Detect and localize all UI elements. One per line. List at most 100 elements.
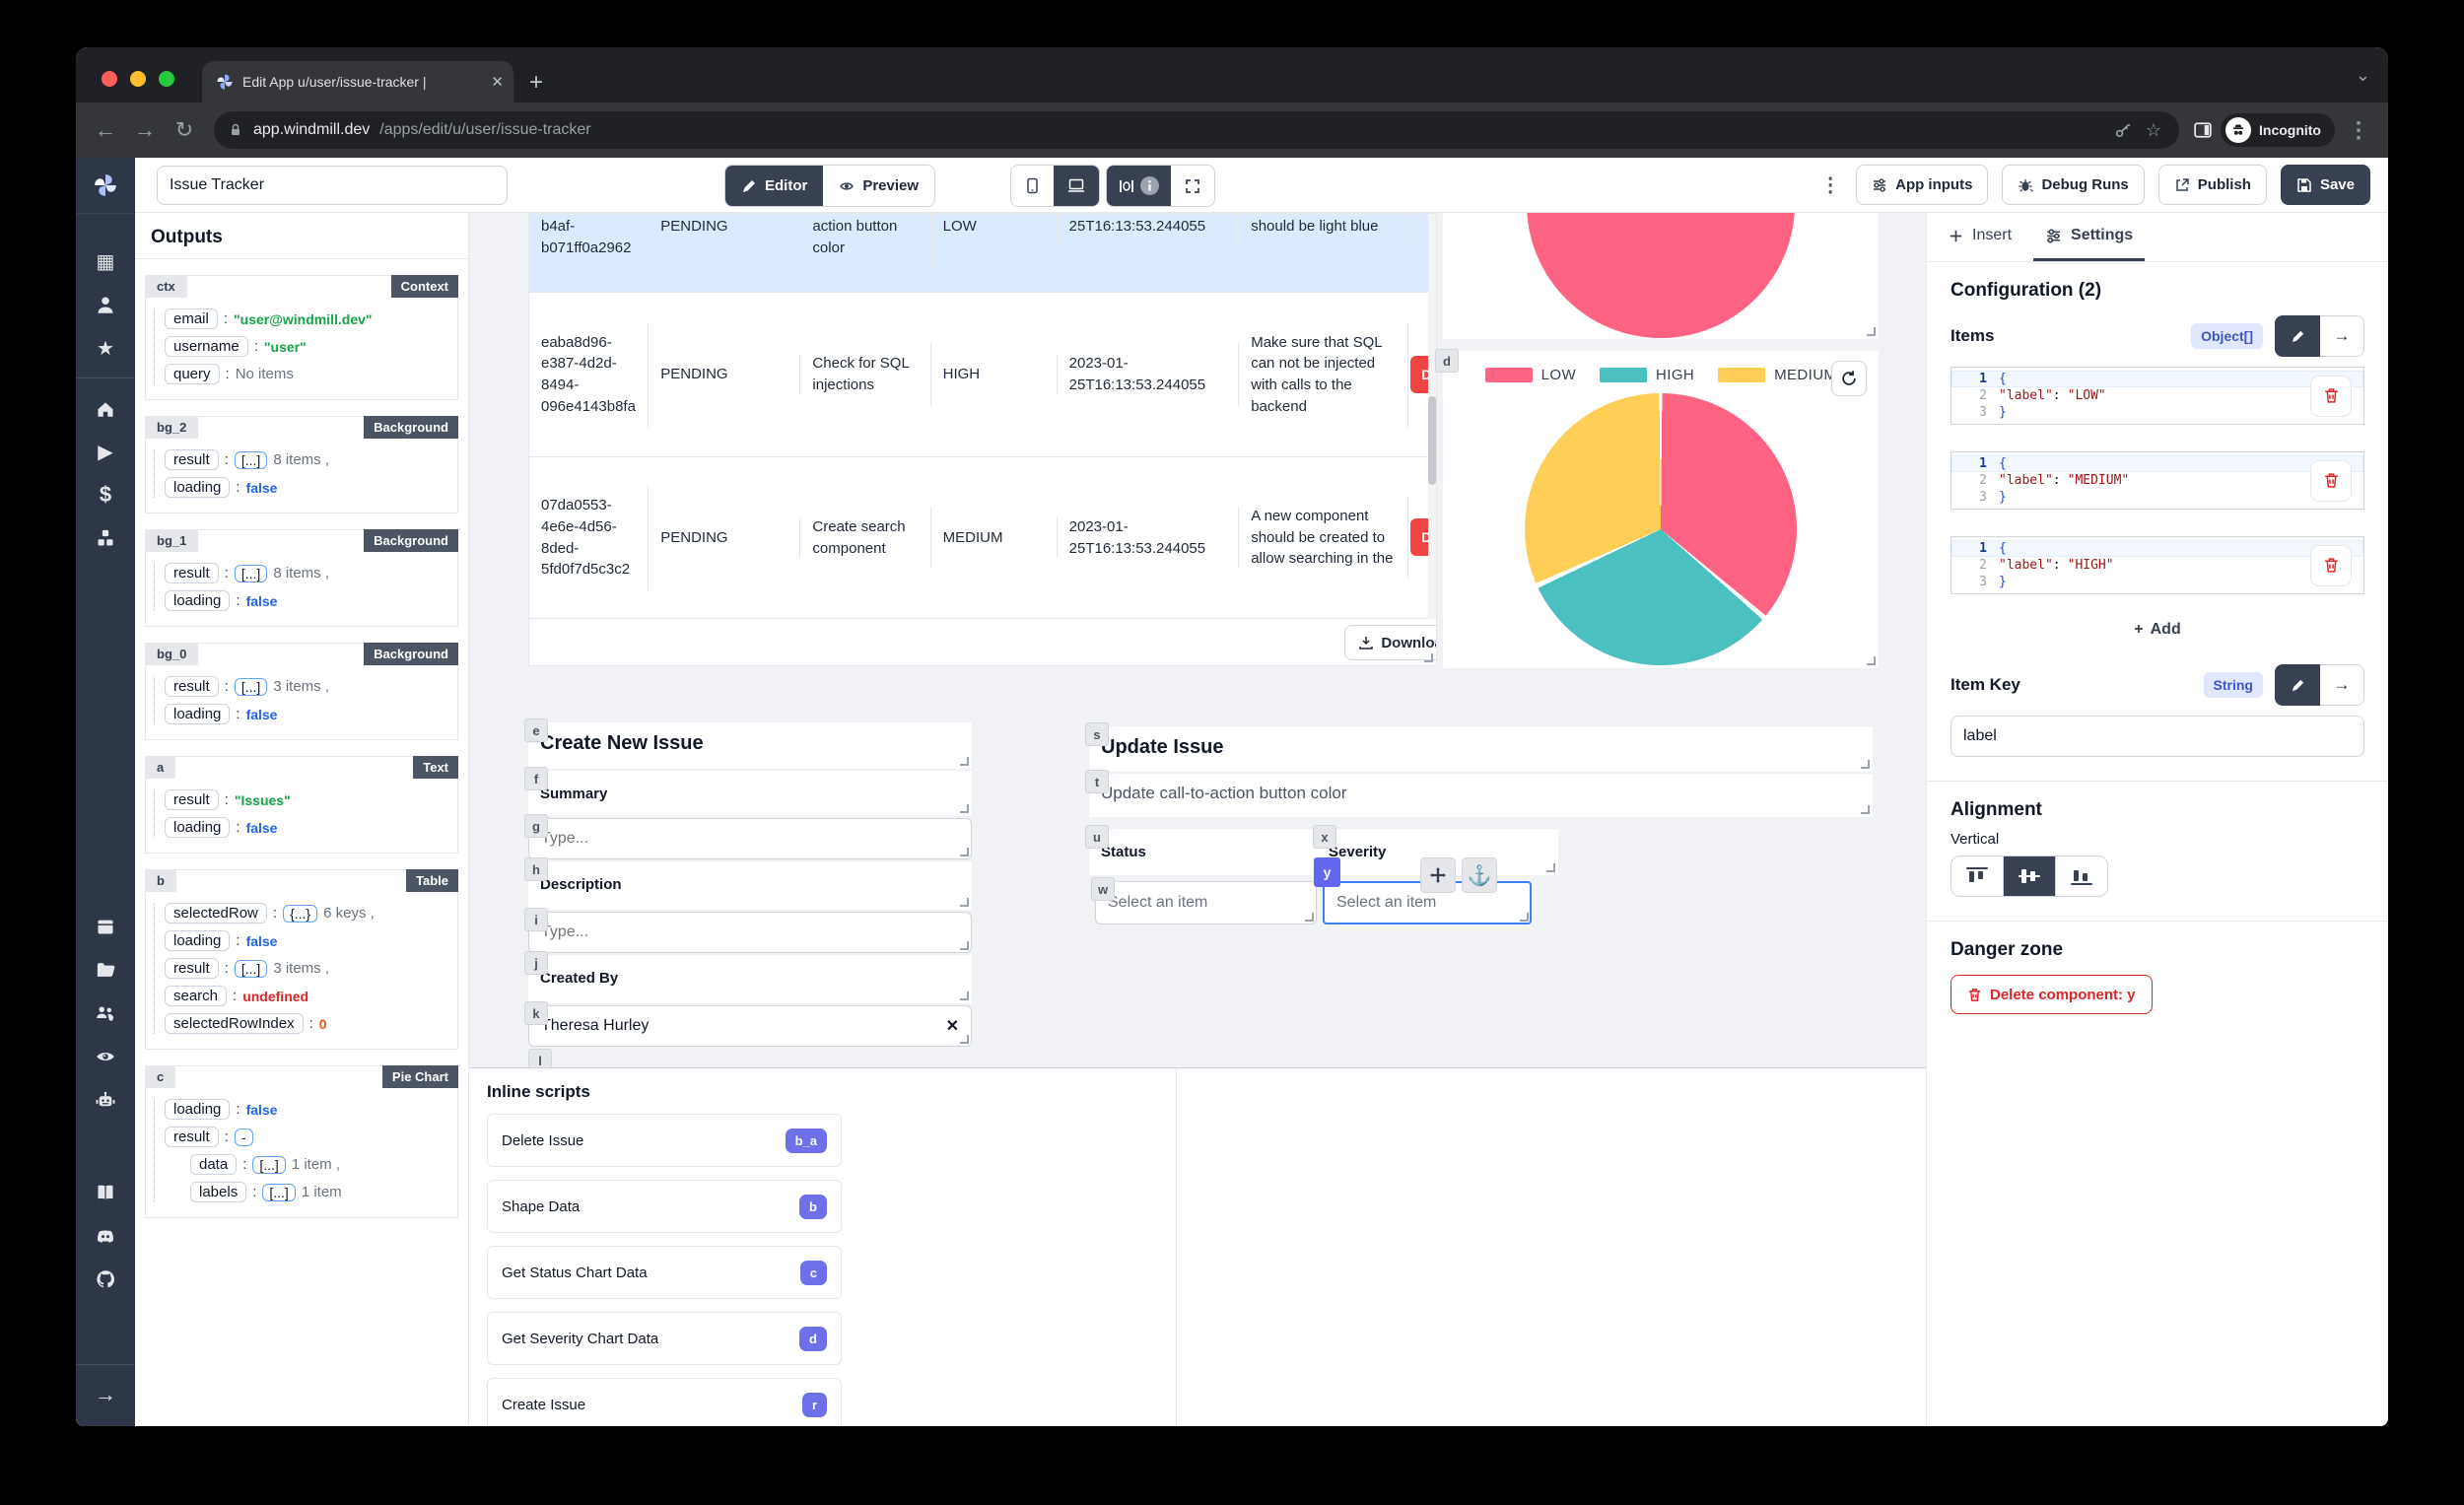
delete-component-button[interactable]: Delete component: y xyxy=(1951,975,2153,1014)
incognito-badge[interactable]: Incognito xyxy=(2221,113,2335,147)
severity-select-component-selected[interactable]: y ⚓ Select an item xyxy=(1314,857,1532,924)
edit-item-key-button[interactable] xyxy=(2275,664,2320,706)
variables-dollar-icon[interactable]: $ xyxy=(99,482,112,507)
description-input[interactable] xyxy=(541,924,959,941)
save-button[interactable]: Save xyxy=(2280,165,2370,205)
folders-icon[interactable] xyxy=(76,948,135,992)
align-center-button[interactable] xyxy=(2004,856,2056,896)
runs-play-icon[interactable]: ▶ xyxy=(98,441,113,463)
edit-items-button[interactable] xyxy=(2275,315,2320,357)
scrollbar-thumb[interactable] xyxy=(1428,395,1436,485)
expand-items-button[interactable]: → xyxy=(2320,315,2364,357)
section-name-badge[interactable]: bg_2 xyxy=(145,416,199,439)
component-badge[interactable]: e xyxy=(524,718,548,742)
status-select-component[interactable]: w Select an item xyxy=(1091,877,1317,924)
update-issue-subtitle-component[interactable]: t Update call-to-action button color xyxy=(1085,770,1873,817)
mobile-view-button[interactable] xyxy=(1011,166,1054,206)
section-name-badge[interactable]: ctx xyxy=(145,275,187,298)
expand-object-button[interactable]: {...} xyxy=(283,904,318,923)
align-bottom-button[interactable] xyxy=(2056,856,2107,896)
inline-script-item[interactable]: Create Issue r xyxy=(487,1378,842,1426)
component-badge[interactable]: w xyxy=(1091,877,1115,901)
collapse-button[interactable]: - xyxy=(234,1128,253,1146)
component-badge[interactable]: l xyxy=(528,1049,552,1067)
docs-book-icon[interactable] xyxy=(76,1171,135,1214)
section-name-badge[interactable]: bg_1 xyxy=(145,529,199,552)
created-by-input-component[interactable]: k ✕ xyxy=(524,1001,972,1047)
resources-cubes-icon[interactable] xyxy=(76,516,135,560)
back-button[interactable]: ← xyxy=(95,117,116,142)
table-row-selected[interactable]: b4af-b071ff0a2962 PENDING action button … xyxy=(529,214,1436,293)
side-panel-icon[interactable] xyxy=(2193,121,2213,139)
editor-tab[interactable]: Editor xyxy=(725,166,824,206)
forward-button[interactable]: → xyxy=(134,117,156,142)
component-badge[interactable]: x xyxy=(1313,825,1336,849)
description-label-component[interactable]: h Description xyxy=(524,857,972,910)
github-icon[interactable] xyxy=(76,1258,135,1301)
table-row[interactable]: eaba8d96-e387-4d2d-8494-096e4143b8fa PEN… xyxy=(529,293,1436,457)
section-name-badge[interactable]: bg_0 xyxy=(145,643,199,665)
more-options-icon[interactable]: ⋮ xyxy=(1820,174,1841,196)
component-badge[interactable]: s xyxy=(1085,722,1109,746)
issues-table-component[interactable]: b4af-b071ff0a2962 PENDING action button … xyxy=(528,213,1437,666)
inline-script-item[interactable]: Get Status Chart Data c xyxy=(487,1246,842,1299)
status-select[interactable]: Select an item xyxy=(1095,881,1317,924)
download-button[interactable]: Download xyxy=(1344,625,1436,660)
add-item-button[interactable]: + Add xyxy=(1951,621,2364,639)
browser-tab[interactable]: Edit App u/user/issue-tracker | ✕ xyxy=(202,61,513,103)
windmill-logo[interactable] xyxy=(76,158,135,214)
expand-array-button[interactable]: [...] xyxy=(234,677,268,696)
tab-close-icon[interactable]: ✕ xyxy=(491,74,504,91)
reload-button[interactable]: ↻ xyxy=(174,117,194,142)
move-component-handle[interactable] xyxy=(1420,857,1456,893)
home-icon[interactable] xyxy=(76,386,135,430)
discord-icon[interactable] xyxy=(76,1214,135,1258)
schedules-calendar-icon[interactable] xyxy=(76,905,135,948)
delete-item-button[interactable] xyxy=(2310,459,2352,502)
tab-search-chevron-icon[interactable]: ⌄ xyxy=(2355,65,2370,85)
clear-input-icon[interactable]: ✕ xyxy=(945,1018,959,1035)
ai-robot-icon[interactable] xyxy=(76,1078,135,1122)
expand-array-button[interactable]: [...] xyxy=(234,450,268,469)
favorites-star-icon[interactable]: ★ xyxy=(97,337,114,360)
anchor-component-button[interactable]: ⚓ xyxy=(1462,857,1497,893)
address-input[interactable]: app.windmill.dev/apps/edit/u/user/issue-… xyxy=(214,111,2179,149)
expand-array-button[interactable]: [...] xyxy=(234,959,268,978)
component-badge[interactable]: d xyxy=(1435,349,1459,373)
severity-pie-chart-component[interactable]: d LOW HIGH MEDIUM xyxy=(1435,349,1879,668)
component-badge[interactable]: u xyxy=(1085,825,1109,849)
browser-menu-icon[interactable]: ⋮ xyxy=(2348,117,2369,142)
audit-eye-icon[interactable] xyxy=(76,1035,135,1078)
expand-array-button[interactable]: [...] xyxy=(252,1155,286,1174)
inline-script-item[interactable]: Delete Issue b_a xyxy=(487,1114,842,1167)
minimize-window-button[interactable] xyxy=(130,71,146,87)
width-toggle-button[interactable] xyxy=(1107,166,1171,206)
config-item-editor[interactable]: 1{ 2 "label": "MEDIUM" 3} xyxy=(1951,451,2364,510)
summary-label-component[interactable]: f Summary xyxy=(524,767,972,816)
table-row[interactable]: 07da0553-4e6e-4d56-8ded-5fd0f7d5c3c2 PEN… xyxy=(529,457,1436,619)
summary-input[interactable] xyxy=(541,830,959,848)
created-by-label-component[interactable]: j Created By xyxy=(524,951,972,1003)
section-name-badge[interactable]: b xyxy=(145,869,176,892)
component-badge[interactable]: g xyxy=(524,814,548,838)
selected-component-badge[interactable]: y xyxy=(1314,857,1340,887)
fullscreen-button[interactable] xyxy=(1171,166,1214,206)
align-top-button[interactable] xyxy=(1951,856,2004,896)
summary-input-component[interactable]: g xyxy=(524,814,972,859)
create-issue-title-component[interactable]: e Create New Issue xyxy=(524,718,972,769)
config-item-editor[interactable]: 1{ 2 "label": "HIGH" 3} xyxy=(1951,536,2364,594)
legend-swatch-high[interactable] xyxy=(1600,368,1648,382)
delete-item-button[interactable] xyxy=(2310,375,2352,417)
table-scrollbar[interactable] xyxy=(1428,214,1436,619)
item-key-input[interactable] xyxy=(1951,716,2364,757)
inline-script-item[interactable]: Shape Data b xyxy=(487,1180,842,1233)
description-input-component[interactable]: i xyxy=(524,908,972,953)
legend-swatch-low[interactable] xyxy=(1484,368,1533,382)
expand-array-button[interactable]: [...] xyxy=(262,1183,296,1201)
preview-tab[interactable]: Preview xyxy=(823,166,934,206)
legend-swatch-medium[interactable] xyxy=(1718,368,1766,382)
status-pie-chart-component[interactable] xyxy=(1443,213,1879,339)
new-tab-button[interactable]: + xyxy=(529,69,544,96)
component-badge[interactable]: f xyxy=(524,767,548,790)
delete-item-button[interactable] xyxy=(2310,544,2352,586)
